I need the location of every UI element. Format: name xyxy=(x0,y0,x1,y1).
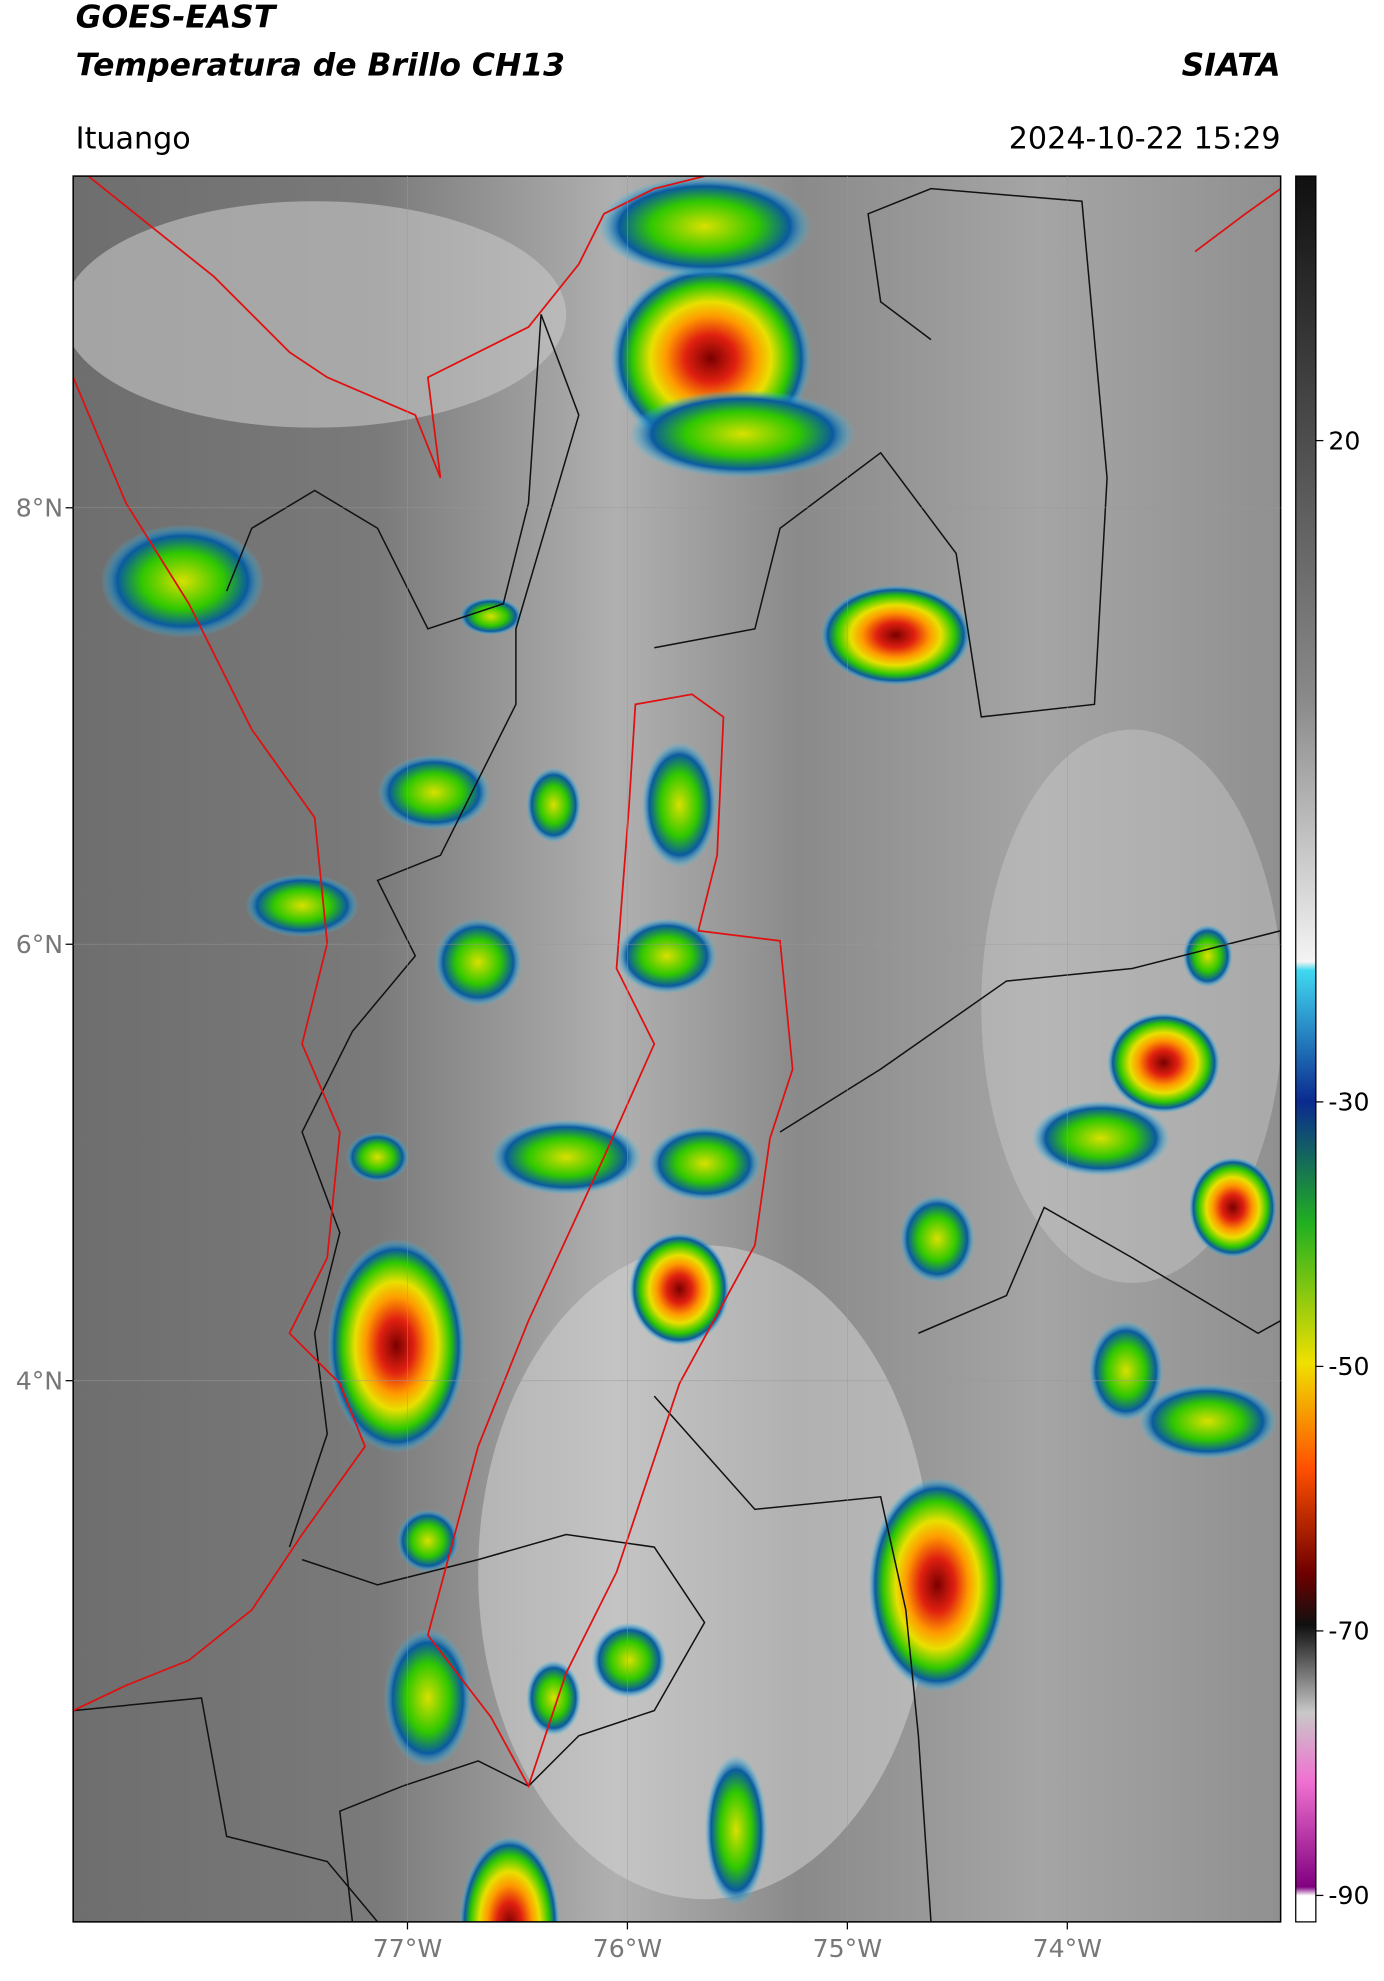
map-axes: 77°W 76°W 75°W 74°W 8°N 6°N 4°N xyxy=(16,176,1281,1963)
map xyxy=(73,176,1281,1922)
borders xyxy=(653,1395,932,1922)
location: Ituango xyxy=(76,121,191,156)
x-tick-label: 74°W xyxy=(1033,1934,1103,1963)
colorbar-tick-label: -90 xyxy=(1328,1881,1369,1910)
borders xyxy=(73,1697,379,1922)
colorbar-axis: 20 -30 -50 -70 -90 xyxy=(1315,426,1369,1910)
antioquia-border xyxy=(426,693,794,1789)
cloud xyxy=(73,201,567,428)
source: SIATA xyxy=(1182,47,1281,83)
colorbar-tick-label: -50 xyxy=(1328,1352,1369,1381)
borders xyxy=(654,187,1108,718)
x-tick-label: 76°W xyxy=(593,1934,663,1963)
colorbar-tick-label: -70 xyxy=(1328,1617,1369,1646)
colorbar-tick-label: 20 xyxy=(1328,426,1360,455)
borders xyxy=(918,1206,1281,1335)
coastline xyxy=(1194,187,1281,253)
coastline xyxy=(87,176,705,479)
title: GOES-EAST xyxy=(76,0,278,36)
x-tick-label: 77°W xyxy=(373,1934,443,1963)
colorbar xyxy=(1295,175,1317,1923)
x-tick-label: 75°W xyxy=(813,1934,883,1963)
coastline xyxy=(73,376,366,1712)
borders xyxy=(225,314,580,1548)
y-tick-label: 8°N xyxy=(16,494,63,523)
colorbar-tick-label: -30 xyxy=(1328,1088,1369,1117)
title: Temperatura de Brillo CH13 xyxy=(76,47,565,83)
borders xyxy=(301,1533,706,1922)
datetime: 2024-10-22 15:29 xyxy=(1009,121,1281,156)
cloud xyxy=(478,1245,931,1900)
convective-cells xyxy=(100,176,1277,1922)
y-tick-label: 6°N xyxy=(16,930,63,959)
map-frame xyxy=(72,175,1282,1923)
y-tick-label: 4°N xyxy=(16,1366,63,1395)
